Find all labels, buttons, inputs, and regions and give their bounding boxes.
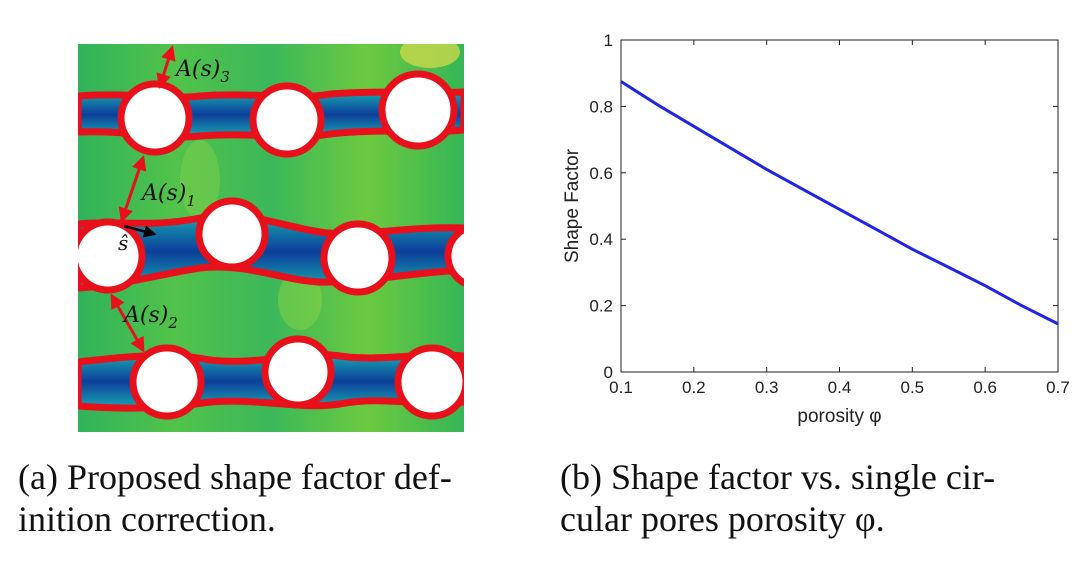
pores <box>78 70 464 420</box>
arrow-a2 <box>110 293 145 353</box>
label-a2: A(s)2 <box>122 303 178 332</box>
pore <box>78 218 146 294</box>
y-axis-label: Shape Factor <box>562 148 583 263</box>
caption-b: (b) Shape factor vs. single cir- cular p… <box>560 456 1080 540</box>
x-tick-label: 0.7 <box>1046 378 1070 397</box>
caption-b-line2: cular pores porosity φ. <box>560 499 885 539</box>
caption-a-line1: (a) Proposed shape factor def- <box>18 457 452 497</box>
y-tick-label: 0.2 <box>589 297 613 316</box>
x-tick-label: 0.1 <box>609 378 633 397</box>
x-tick-label: 0.5 <box>901 378 925 397</box>
caption-a: (a) Proposed shape factor def- inition c… <box>18 456 538 540</box>
y-tick-label: 0.6 <box>589 164 613 183</box>
x-tick-label: 0.3 <box>755 378 779 397</box>
pore <box>261 335 335 409</box>
series-line <box>620 80 1059 326</box>
pore <box>195 197 269 271</box>
pore <box>117 80 193 156</box>
y-tick-label: 0.4 <box>589 230 613 249</box>
x-tick-label: 0.2 <box>682 378 706 397</box>
pore <box>378 70 458 150</box>
label-a1: A(s)1 <box>140 181 196 210</box>
pore <box>129 344 205 420</box>
plot-frame <box>620 39 1059 373</box>
pore <box>320 220 396 296</box>
pore <box>394 344 464 420</box>
pore <box>444 225 464 287</box>
caption-b-line1: (b) Shape factor vs. single cir- <box>560 457 996 497</box>
caption-a-line2: inition correction. <box>18 499 276 539</box>
y-tick-label: 0 <box>604 363 613 382</box>
arrow-a3 <box>156 45 176 89</box>
y-tick-label: 0.8 <box>589 97 613 116</box>
label-a3: A(s)3 <box>174 57 230 86</box>
panel-a-annotations: A(s)3 A(s)1 A(s)2 ŝ <box>110 45 230 353</box>
label-s-hat: ŝ <box>118 231 128 255</box>
shape-factor-chart: 0.1 0.2 0.3 0.4 0.5 0.6 0.7 0 0.2 0.4 0.6 0.8 1 poros… <box>562 31 1070 427</box>
x-tick-label: 0.6 <box>973 378 997 397</box>
panel-a-image <box>78 44 464 432</box>
arrow-s-hat <box>123 224 157 238</box>
x-axis-label: porosity φ <box>797 406 881 427</box>
x-tick-label: 0.4 <box>828 378 852 397</box>
arrow-a1 <box>118 155 147 223</box>
pore <box>249 82 325 158</box>
y-tick-label: 1 <box>604 31 613 50</box>
